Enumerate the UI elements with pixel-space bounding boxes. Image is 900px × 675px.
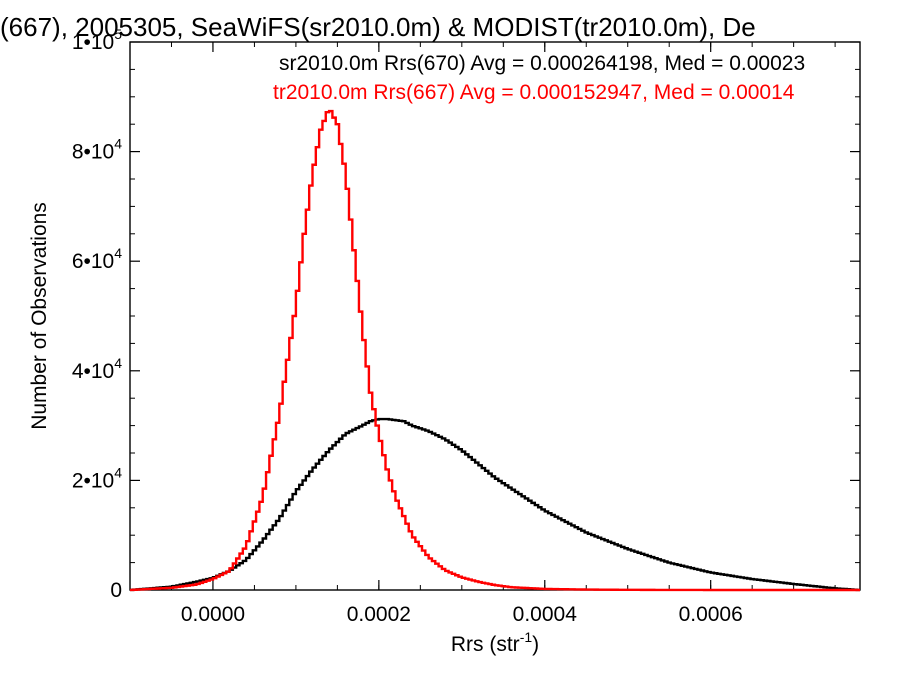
x-axis: 0.0000 0.0002 0.0004 0.0006 (170, 42, 836, 626)
x-axis-label: Rrs (str-1) (451, 629, 539, 656)
chart-title: (667), 2005305, SeaWiFS(sr2010.0m) & MOD… (0, 12, 756, 42)
legend-entry-tr2010: tr2010.0m Rrs(667) Avg = 0.000152947, Me… (273, 81, 795, 104)
y-tick-label: 6•104 (72, 245, 122, 273)
y-tick-label: 1•105 (72, 26, 122, 54)
y-tick-label: 2•104 (72, 464, 122, 492)
series-layer (130, 109, 860, 592)
y-tick-label: 4•104 (72, 355, 122, 383)
x-tick-label: 0.0000 (181, 603, 245, 626)
legend-entry-sr2010: sr2010.0m Rrs(670) Avg = 0.000264198, Me… (279, 52, 805, 75)
y-axis-label: Number of Observations (28, 202, 51, 430)
x-tick-label: 0.0002 (347, 603, 411, 626)
plot-frame (129, 41, 861, 591)
x-tick-label: 0.0006 (679, 603, 743, 626)
y-axis: 0 2•104 4•104 6•104 8•104 1•105 (72, 26, 860, 602)
series-line-1 (130, 109, 860, 592)
x-tick-label: 0.0004 (513, 603, 578, 626)
y-tick-label: 0 (110, 579, 122, 602)
y-tick-label: 8•104 (72, 136, 122, 164)
series-line-0 (130, 417, 860, 592)
